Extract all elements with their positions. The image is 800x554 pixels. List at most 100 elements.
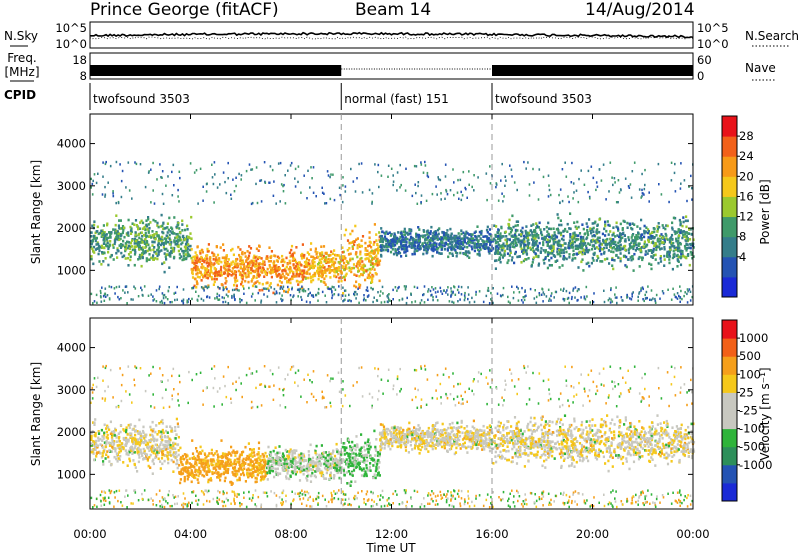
range-cell [176,235,179,238]
range-cell [508,226,511,229]
range-cell [449,237,452,241]
range-cell [100,296,102,299]
range-cell [381,285,384,289]
range-cell [129,250,132,254]
range-cell [338,285,340,288]
range-cell [279,274,282,277]
range-cell [206,247,209,251]
range-cell [677,239,680,243]
range-cell [666,250,669,254]
range-cell [454,237,457,240]
range-cell [141,293,144,297]
range-cell [250,451,253,455]
range-cell [325,301,328,304]
range-cell [240,256,243,259]
range-cell [134,466,137,469]
range-cell [427,175,430,179]
range-cell [166,236,169,239]
range-cell [588,264,591,268]
range-cell [125,451,128,455]
range-cell [512,225,515,229]
range-cell [371,249,374,253]
range-cell [156,433,159,436]
range-cell [303,174,305,177]
range-cell [687,290,689,293]
range-cell [673,246,676,249]
range-cell [375,254,378,257]
range-cell [423,248,426,251]
range-cell [385,230,388,234]
range-cell [588,243,591,246]
range-cell [495,250,498,253]
range-cell [223,271,226,275]
range-cell [511,245,514,248]
range-cell [125,186,127,189]
range-cell [157,248,160,252]
range-cell [270,286,272,289]
range-cell [361,268,364,271]
range-cell [495,259,498,262]
range-cell [468,256,471,259]
range-cell [668,250,671,254]
range-cell [692,246,695,249]
range-cell [380,227,383,230]
range-cell [586,295,588,298]
range-cell [356,255,359,259]
range-cell [530,231,534,234]
range-cell [419,247,422,250]
range-cell [137,432,140,435]
range-cell [399,163,401,167]
range-cell [191,276,195,279]
range-cell [235,258,238,261]
range-cell [109,463,113,467]
range-cell [430,225,433,229]
range-cell [164,429,168,433]
range-cell [132,442,135,445]
range-cell [423,245,426,249]
range-cell [93,300,96,303]
range-cell [115,436,118,439]
range-cell [402,244,405,247]
range-cell [652,250,655,254]
range-cell [266,255,269,258]
range-cell [535,222,538,225]
range-cell [604,243,607,247]
range-cell [142,227,145,230]
range-cell [90,242,93,245]
range-cell [308,272,311,276]
range-cell [659,257,662,260]
range-cell [606,220,609,223]
range-cell [392,174,394,177]
range-cell [686,301,689,304]
range-cell [596,185,599,188]
range-cell [571,257,574,260]
range-cell [93,458,96,462]
range-cell [557,243,560,247]
range-cell [102,260,105,263]
range-cell [331,296,333,300]
range-cell [534,241,537,244]
range-cell [399,242,403,245]
range-cell [189,162,192,165]
range-cell [435,245,438,248]
range-cell [240,280,244,284]
range-cell [307,294,309,297]
range-cell [182,252,185,255]
range-cell [450,290,453,293]
range-cell [195,272,198,276]
range-cell [428,244,431,248]
range-cell [572,232,575,235]
range-cell [301,273,304,276]
range-cell [131,239,134,242]
range-cell [168,437,171,441]
range-cell [605,246,608,249]
range-cell [200,297,203,301]
range-cell [486,198,488,202]
range-cell [376,251,380,255]
range-cell [564,161,566,164]
range-cell [355,274,358,277]
range-cell [348,293,350,297]
range-cell [547,233,551,237]
range-cell [203,466,206,470]
range-cell [434,248,437,251]
